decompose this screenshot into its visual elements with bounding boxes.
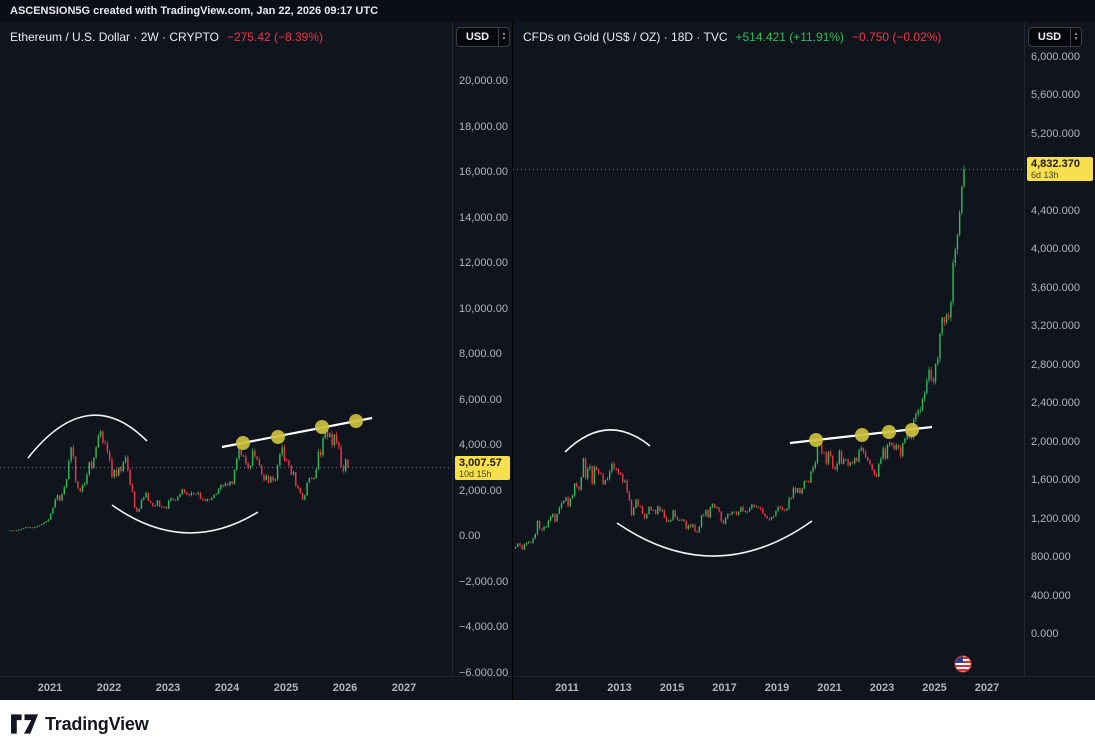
y-tick-label: 3,200.000 xyxy=(1031,320,1080,333)
eth-candlestick-chart[interactable] xyxy=(0,22,452,676)
y-tick-label: 3,600.000 xyxy=(1031,281,1080,294)
y-tick-label: 400.000 xyxy=(1031,589,1071,602)
y-tick-label: −6,000.00 xyxy=(459,666,509,679)
touchpoint-marker[interactable] xyxy=(236,436,250,450)
candles-series[interactable] xyxy=(514,165,965,551)
y-tick-label: 6,000.000 xyxy=(1031,51,1080,63)
y-tick-label: 16,000.00 xyxy=(459,166,508,178)
currency-label: USD xyxy=(465,31,490,43)
y-tick-label: 2,800.000 xyxy=(1031,358,1080,371)
y-tick-label: 4,000.000 xyxy=(1031,243,1080,256)
y-tick-label: 20,000.00 xyxy=(459,75,508,87)
eth-chart-panel: Ethereum / U.S. Dollar · 2W · CRYPTO −27… xyxy=(0,22,512,700)
footer: TradingView xyxy=(0,700,1095,748)
y-tick-label: 6,000.00 xyxy=(459,393,502,406)
arc-drawing[interactable] xyxy=(111,504,259,534)
arc-drawing[interactable] xyxy=(616,520,813,557)
x-tick-label: 2017 xyxy=(712,682,737,694)
touchpoint-marker[interactable] xyxy=(882,425,896,439)
x-tick-label: 2027 xyxy=(974,682,1000,694)
y-tick-label: 18,000.00 xyxy=(459,120,508,133)
x-tick-label: 2025 xyxy=(922,682,947,694)
x-tick-label: 2027 xyxy=(391,682,417,694)
y-tick-label: 0.00 xyxy=(459,530,481,542)
candles-series[interactable] xyxy=(9,427,349,532)
arc-drawing[interactable] xyxy=(564,429,651,453)
x-tick-label: 2021 xyxy=(817,682,842,694)
x-tick-label: 2011 xyxy=(555,682,579,694)
x-tick-label: 2021 xyxy=(37,682,63,694)
symbol-title[interactable]: CFDs on Gold (US$ / OZ) · 18D · TVC xyxy=(523,30,728,44)
tradingview-logo-icon[interactable] xyxy=(11,714,38,734)
touchpoint-marker[interactable] xyxy=(905,423,919,437)
x-tick-label: 2025 xyxy=(273,682,299,694)
last-price-value: 3,007.57 xyxy=(459,456,502,469)
symbol-legend: CFDs on Gold (US$ / OZ) · 18D · TVC +514… xyxy=(523,30,941,44)
x-tick-label: 2022 xyxy=(96,682,122,694)
time-axis[interactable]: 2021 2022 2023 2024 2025 2026 2027 xyxy=(0,676,512,700)
y-tick-label: 800.000 xyxy=(1031,551,1071,564)
x-tick-label: 2024 xyxy=(214,682,240,694)
x-tick-label: 2013 xyxy=(607,682,632,694)
y-tick-label: 5,600.000 xyxy=(1031,89,1080,102)
price-change-negative: −0.750 (−0.02%) xyxy=(852,30,942,44)
y-tick-label: 1,600.000 xyxy=(1031,474,1080,487)
attribution-text: ASCENSION5G created with TradingView.com… xyxy=(10,5,379,17)
y-tick-label: 14,000.00 xyxy=(459,211,508,224)
x-tick-label: 2026 xyxy=(332,682,358,694)
y-tick-label: 5,200.000 xyxy=(1031,127,1080,140)
axis-stepper-icon[interactable] xyxy=(1070,28,1081,46)
y-tick-label: 12,000.00 xyxy=(459,257,508,269)
last-price-value: 4,832.370 xyxy=(1031,158,1080,171)
y-tick-label: 2,000.000 xyxy=(1031,435,1080,448)
x-tick-label: 2023 xyxy=(155,682,181,694)
symbol-title[interactable]: Ethereum / U.S. Dollar · 2W · CRYPTO xyxy=(10,30,219,44)
touchpoint-marker[interactable] xyxy=(349,414,363,428)
y-tick-label: 2,400.000 xyxy=(1031,397,1080,410)
y-tick-label: 1,200.000 xyxy=(1031,512,1080,525)
y-tick-label: 2,000.00 xyxy=(459,484,502,497)
x-tick-label: 2023 xyxy=(869,682,895,694)
y-tick-label: 4,000.00 xyxy=(459,439,502,451)
chart-grid: Ethereum / U.S. Dollar · 2W · CRYPTO −27… xyxy=(0,22,1095,700)
time-axis[interactable]: 2011 2013 2015 2017 2019 2021 2023 2025 2027 xyxy=(513,676,1095,700)
price-change-positive: +514.421 (+11.91%) xyxy=(735,30,845,44)
gold-chart-panel: CFDs on Gold (US$ / OZ) · 18D · TVC +514… xyxy=(513,22,1095,700)
touchpoint-marker[interactable] xyxy=(855,428,869,442)
price-axis[interactable]: USD 4,832.370 6d 13h 6,000.000 5,600.000 5… xyxy=(1024,22,1095,676)
y-tick-label: 4,400.000 xyxy=(1031,204,1080,217)
arc-drawing[interactable] xyxy=(27,414,148,459)
currency-button[interactable]: USD xyxy=(456,27,510,47)
price-axis[interactable]: USD 3,007.57 10d 15h 20,000.00 18,000.00 1… xyxy=(452,22,512,679)
gold-candlestick-chart[interactable] xyxy=(513,22,1024,676)
last-price-badge: 4,832.370 6d 13h xyxy=(1027,157,1093,182)
y-tick-label: 0.000 xyxy=(1031,628,1059,640)
currency-label: USD xyxy=(1037,31,1062,43)
last-price-badge: 3,007.57 10d 15h xyxy=(455,455,510,480)
y-tick-label: 8,000.00 xyxy=(459,348,502,360)
us-flag-event-icon[interactable] xyxy=(954,655,972,673)
y-tick-label: 10,000.00 xyxy=(459,302,508,315)
currency-button[interactable]: USD xyxy=(1028,27,1082,47)
footer-wordmark[interactable]: TradingView xyxy=(45,713,149,734)
touchpoint-marker[interactable] xyxy=(271,430,285,444)
axis-stepper-icon[interactable] xyxy=(498,28,509,46)
bar-countdown: 10d 15h xyxy=(459,468,492,479)
attribution-bar: ASCENSION5G created with TradingView.com… xyxy=(0,0,1095,22)
price-change: −275.42 (−8.39%) xyxy=(226,30,324,44)
symbol-legend: Ethereum / U.S. Dollar · 2W · CRYPTO −27… xyxy=(10,30,323,44)
touchpoint-marker[interactable] xyxy=(315,420,329,434)
x-tick-label: 2019 xyxy=(764,682,790,694)
y-tick-label: −4,000.00 xyxy=(459,621,509,633)
y-tick-label: −2,000.00 xyxy=(459,575,509,588)
touchpoint-marker[interactable] xyxy=(809,433,823,447)
bar-countdown: 6d 13h xyxy=(1031,170,1059,181)
x-tick-label: 2015 xyxy=(659,682,685,694)
